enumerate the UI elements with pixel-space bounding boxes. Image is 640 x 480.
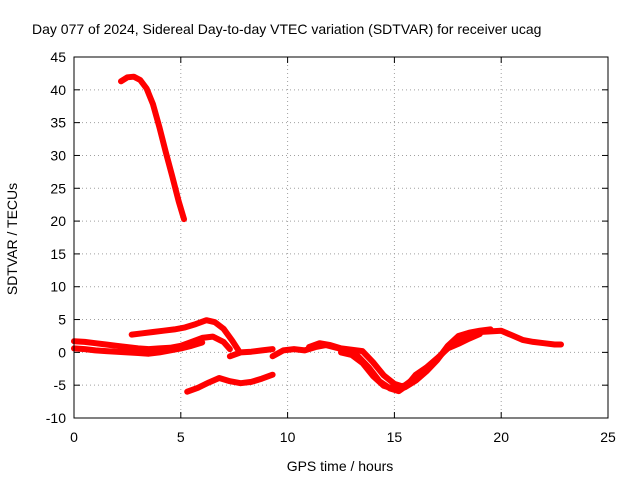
y-tick-label: 15: [50, 246, 66, 262]
y-tick-label: 0: [58, 344, 66, 360]
x-tick-label: 25: [600, 429, 616, 445]
y-tick-label: 5: [58, 312, 66, 328]
x-tick-label: 5: [177, 429, 185, 445]
y-tick-label: 30: [50, 147, 66, 163]
y-tick-label: -10: [46, 410, 66, 426]
series-line-arc-1: [118, 73, 187, 223]
x-tick-label: 20: [493, 429, 509, 445]
y-tick-label: 40: [50, 82, 66, 98]
data-series: [71, 73, 564, 395]
y-axis-label: SDTVAR / TECUs: [4, 183, 20, 295]
y-tick-label: 45: [50, 49, 66, 65]
axis-ticks: 0 5 10 15 20 25 -10 -5 0 5 10 15 20 25 30 35 40 45: [46, 49, 616, 445]
series-line-arc-5: [226, 346, 276, 360]
series-line-arc-6: [184, 371, 276, 395]
series-line-arc-3: [71, 339, 206, 357]
grid: [74, 57, 608, 418]
y-tick-label: 20: [50, 213, 66, 229]
y-tick-label: 35: [50, 115, 66, 131]
series-line-arc-9: [338, 327, 564, 393]
y-tick-label: 10: [50, 279, 66, 295]
x-axis-label: GPS time / hours: [287, 458, 394, 474]
series-line-arc-2: [71, 333, 233, 353]
plot-frame: [73, 56, 609, 419]
x-tick-label: 15: [387, 429, 403, 445]
chart-title: Day 077 of 2024, Sidereal Day-to-day VTE…: [32, 21, 541, 37]
y-tick-label: -5: [54, 377, 67, 393]
series-line-arc-4: [128, 317, 242, 354]
x-tick-label: 10: [280, 429, 296, 445]
x-tick-label: 0: [70, 429, 78, 445]
y-tick-label: 25: [50, 180, 66, 196]
